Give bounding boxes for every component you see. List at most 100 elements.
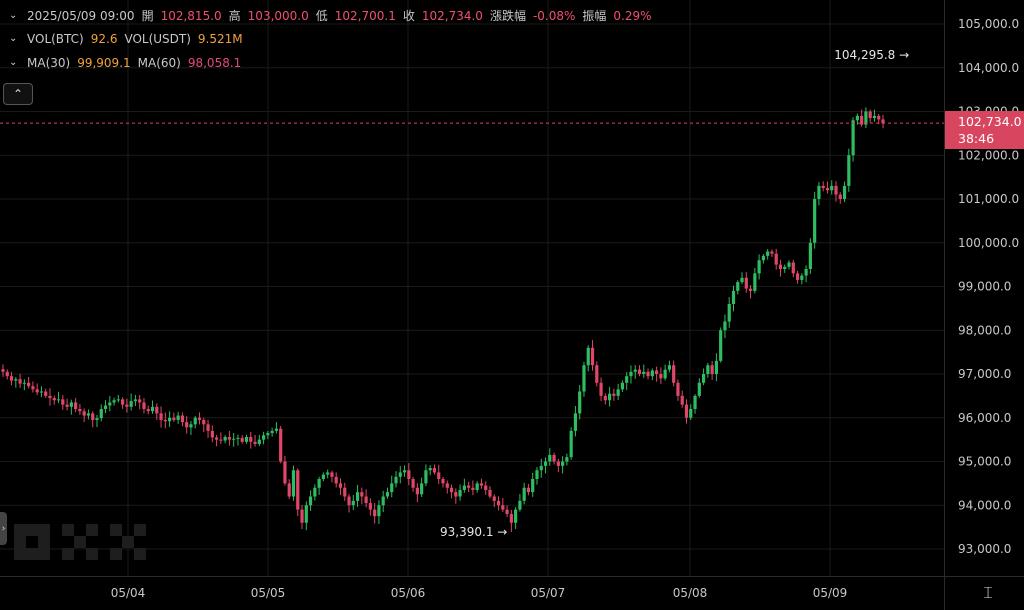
candle-body [650,370,654,377]
candle-body [351,500,355,506]
candle-body [398,472,402,477]
legend-row-ma: ⌄ MA(30) 99,909.1 MA(60) 98,058.1 [9,51,248,75]
candle-body [385,492,390,497]
candle-body [317,479,321,488]
candle-body [526,487,531,493]
candle-body [522,487,526,501]
price-axis[interactable]: 105,000.0104,000.0103,000.0102,000.0101,… [958,17,1019,556]
chevron-down-icon[interactable]: ⌄ [9,10,18,21]
candle-body [189,424,193,428]
candle-body [180,415,185,423]
time-axis[interactable]: 05/04 05/05 05/06 05/07 05/08 05/09 [111,586,848,600]
candle-body [877,115,881,120]
candle-body [142,402,146,409]
candle-body [475,483,479,490]
candle-body [150,406,155,412]
x-tick-label: 05/05 [251,586,286,600]
candle-body [578,391,582,414]
y-tick-label: 97,000.0 [958,367,1011,381]
candle-body [731,290,736,304]
candle-body [548,454,552,462]
candle-body [31,386,35,390]
candle-body [454,492,458,497]
candle-body [330,472,334,477]
candle-body [206,424,210,431]
candle-body [851,120,855,156]
candle-body [778,264,783,269]
chevron-right-icon: › [1,523,6,534]
candle-body [637,369,642,374]
candle-body [654,370,659,374]
candle-body [210,430,214,438]
candle-body [569,430,573,458]
candle-body [736,282,740,291]
okx-watermark [14,524,154,568]
candle-body [326,472,330,475]
candle-body [582,365,586,392]
candle-body [360,492,364,497]
candle-body [236,437,240,439]
candle-body [723,321,727,331]
candle-body [860,115,864,125]
candle-body [39,391,44,393]
chevron-down-icon[interactable]: ⌄ [9,57,18,68]
legend-ma60-value: 98,058.1 [187,56,242,70]
candle-body [706,365,710,374]
y-tick-label: 96,000.0 [958,411,1011,425]
y-tick-label: 105,000.0 [958,17,1019,31]
candle-body [296,470,300,510]
candle-body [697,382,701,396]
candle-body [355,492,360,501]
vertical-fit-button[interactable]: ⌶ [978,583,998,603]
candle-body [155,406,159,414]
candle-body [663,369,667,379]
candle-body [138,399,142,403]
x-tick-label: 05/08 [673,586,708,600]
y-tick-label: 94,000.0 [958,498,1011,512]
candle-body [223,437,227,441]
candle-body [646,371,650,377]
legend-ma30-value: 99,909.1 [77,56,131,70]
candle-body [283,461,287,484]
candle-body [659,374,663,379]
candle-body [270,430,274,434]
candle-body [684,404,689,418]
candle-body [347,496,351,506]
collapse-legend-button[interactable]: ⌃ [3,83,33,105]
candle-body [240,437,244,442]
candle-body [672,365,676,383]
candle-body [449,487,454,493]
candle-body [420,483,424,495]
candle-body [44,391,48,396]
candle-body [146,409,150,412]
y-tick-label: 98,000.0 [958,323,1011,337]
candle-body [496,500,501,506]
candle-body [556,461,560,466]
candle-body [193,417,197,425]
candle-body [667,365,672,370]
candle-body [27,382,31,387]
legend-change-value: -0.08% [532,9,576,23]
candle-body [565,457,569,462]
candle-body [35,389,39,393]
candle-body [381,496,385,506]
side-panel-handle[interactable]: › [0,512,7,545]
candle-body [86,413,91,416]
candle-body [620,382,625,390]
legend-row-volume: ⌄ VOL(BTC) 92.6 VOL(USDT) 9.521M [9,27,250,51]
x-tick-label: 05/06 [391,586,426,600]
candle-body [625,376,629,383]
candle-body [266,433,270,436]
y-tick-label: 101,000.0 [958,192,1019,206]
chevron-down-icon[interactable]: ⌄ [9,33,18,44]
candle-body [842,185,847,199]
candle-body [445,483,449,488]
candle-body [689,409,693,418]
y-tick-label: 95,000.0 [958,455,1011,469]
candle-body [415,487,419,495]
candle-body [561,461,565,466]
candle-body [219,439,223,441]
candle-body [813,199,817,243]
candle-body [573,413,578,431]
